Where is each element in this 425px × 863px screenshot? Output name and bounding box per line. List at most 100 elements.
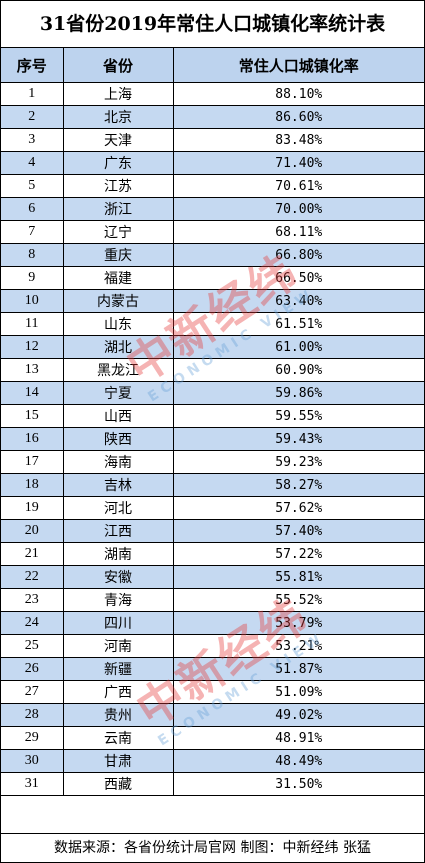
cell-rate: 55.81% — [172, 565, 424, 589]
cell-index: 10 — [1, 289, 64, 313]
cell-index: 11 — [1, 312, 64, 336]
cell-rate: 49.02% — [172, 703, 424, 727]
cell-rate: 61.00% — [172, 335, 424, 359]
cell-rate: 83.48% — [172, 128, 424, 152]
table-row: 13 黑龙江 60.90% — [1, 358, 424, 382]
cell-index: 20 — [1, 519, 64, 543]
cell-province: 山东 — [62, 312, 174, 336]
table-row: 22 安徽 55.81% — [1, 565, 424, 589]
cell-index: 19 — [1, 496, 64, 520]
table-row: 10 内蒙古 63.40% — [1, 289, 424, 313]
table-row: 26 新疆 51.87% — [1, 657, 424, 681]
cell-rate: 59.23% — [172, 450, 424, 474]
cell-index: 28 — [1, 703, 64, 727]
table-row: 18 吉林 58.27% — [1, 473, 424, 497]
cell-index: 4 — [1, 151, 64, 175]
cell-rate: 55.52% — [172, 588, 424, 612]
cell-index: 1 — [1, 82, 64, 106]
cell-province: 云南 — [62, 726, 174, 750]
cell-index: 17 — [1, 450, 64, 474]
cell-rate: 70.61% — [172, 174, 424, 198]
cell-index: 15 — [1, 404, 64, 428]
data-table: 序号 省份 常住人口城镇化率 1 上海 88.10% 2 北京 86.60% 3 天津 83.4… — [1, 48, 424, 796]
cell-province: 河南 — [62, 634, 174, 658]
table-row: 2 北京 86.60% — [1, 105, 424, 129]
cell-province: 内蒙古 — [62, 289, 174, 313]
cell-rate: 57.40% — [172, 519, 424, 543]
cell-province: 海南 — [62, 450, 174, 474]
cell-index: 9 — [1, 266, 64, 290]
table-row: 21 湖南 57.22% — [1, 542, 424, 566]
cell-index: 22 — [1, 565, 64, 589]
cell-rate: 53.21% — [172, 634, 424, 658]
cell-index: 26 — [1, 657, 64, 681]
cell-index: 27 — [1, 680, 64, 704]
cell-rate: 31.50% — [172, 772, 424, 796]
table-row: 16 陕西 59.43% — [1, 427, 424, 451]
cell-province: 四川 — [62, 611, 174, 635]
table-row: 11 山东 61.51% — [1, 312, 424, 336]
table-row: 25 河南 53.21% — [1, 634, 424, 658]
column-header-province: 省份 — [62, 48, 174, 83]
table-row: 1 上海 88.10% — [1, 82, 424, 106]
cell-index: 23 — [1, 588, 64, 612]
table-row: 9 福建 66.50% — [1, 266, 424, 290]
table-row: 27 广西 51.09% — [1, 680, 424, 704]
cell-province: 湖北 — [62, 335, 174, 359]
table-row: 28 贵州 49.02% — [1, 703, 424, 727]
cell-index: 16 — [1, 427, 64, 451]
cell-province: 山西 — [62, 404, 174, 428]
cell-province: 天津 — [62, 128, 174, 152]
cell-index: 7 — [1, 220, 64, 244]
cell-province: 广东 — [62, 151, 174, 175]
cell-rate: 59.86% — [172, 381, 424, 405]
cell-province: 吉林 — [62, 473, 174, 497]
cell-rate: 88.10% — [172, 82, 424, 106]
cell-province: 广西 — [62, 680, 174, 704]
cell-province: 陕西 — [62, 427, 174, 451]
cell-rate: 57.62% — [172, 496, 424, 520]
cell-index: 14 — [1, 381, 64, 405]
cell-province: 贵州 — [62, 703, 174, 727]
cell-rate: 59.55% — [172, 404, 424, 428]
cell-index: 13 — [1, 358, 64, 382]
column-header-index: 序号 — [1, 48, 64, 83]
cell-rate: 59.43% — [172, 427, 424, 451]
cell-province: 黑龙江 — [62, 358, 174, 382]
table-row: 23 青海 55.52% — [1, 588, 424, 612]
cell-rate: 68.11% — [172, 220, 424, 244]
cell-rate: 60.90% — [172, 358, 424, 382]
cell-province: 浙江 — [62, 197, 174, 221]
cell-province: 江西 — [62, 519, 174, 543]
table-row: 31 西藏 31.50% — [1, 772, 424, 796]
table-row: 8 重庆 66.80% — [1, 243, 424, 267]
cell-index: 18 — [1, 473, 64, 497]
cell-rate: 48.91% — [172, 726, 424, 750]
cell-index: 30 — [1, 749, 64, 773]
cell-province: 辽宁 — [62, 220, 174, 244]
table-row: 5 江苏 70.61% — [1, 174, 424, 198]
cell-index: 8 — [1, 243, 64, 267]
table-row: 12 湖北 61.00% — [1, 335, 424, 359]
cell-rate: 63.40% — [172, 289, 424, 313]
cell-province: 湖南 — [62, 542, 174, 566]
table-row: 14 宁夏 59.86% — [1, 381, 424, 405]
cell-province: 北京 — [62, 105, 174, 129]
cell-province: 青海 — [62, 588, 174, 612]
table-row: 15 山西 59.55% — [1, 404, 424, 428]
table-row: 3 天津 83.48% — [1, 128, 424, 152]
cell-index: 6 — [1, 197, 64, 221]
cell-rate: 51.09% — [172, 680, 424, 704]
cell-province: 上海 — [62, 82, 174, 106]
cell-rate: 86.60% — [172, 105, 424, 129]
cell-province: 西藏 — [62, 772, 174, 796]
source-footer: 数据来源：各省份统计局官网 制图：中新经纬 张猛 — [1, 833, 424, 862]
column-header-rate: 常住人口城镇化率 — [172, 48, 424, 83]
cell-rate: 53.79% — [172, 611, 424, 635]
cell-index: 29 — [1, 726, 64, 750]
cell-rate: 57.22% — [172, 542, 424, 566]
cell-rate: 51.87% — [172, 657, 424, 681]
cell-province: 甘肃 — [62, 749, 174, 773]
table-body: 1 上海 88.10% 2 北京 86.60% 3 天津 83.48% 4 广东 71.40% 5 江苏 7… — [1, 82, 424, 796]
cell-index: 31 — [1, 772, 64, 796]
